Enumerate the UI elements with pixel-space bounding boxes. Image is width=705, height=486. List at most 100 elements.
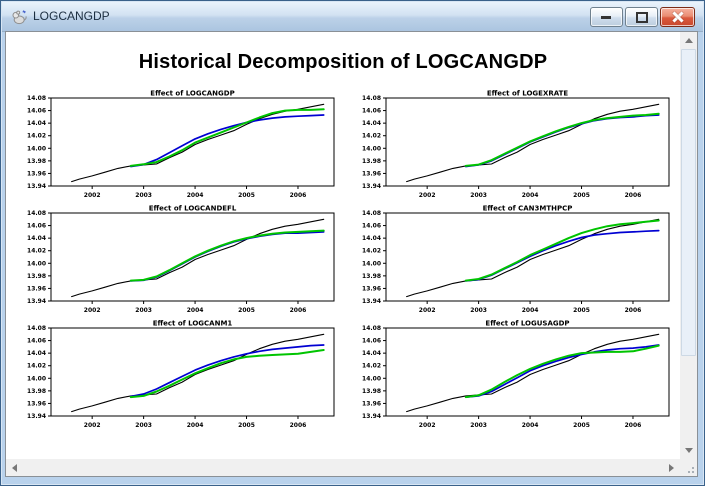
- svg-text:13.96: 13.96: [27, 285, 46, 292]
- svg-text:13.98: 13.98: [362, 158, 381, 165]
- svg-text:2006: 2006: [625, 307, 642, 313]
- svg-text:14.06: 14.06: [362, 338, 381, 345]
- chart-canvas-logcandefl: Effect of LOGCANDEFL 13.94 13.96 13.98 14.00…: [27, 205, 335, 313]
- scroll-right-icon: [669, 463, 674, 472]
- vertical-scrollbar[interactable]: [680, 32, 697, 459]
- restore-button[interactable]: [625, 7, 658, 27]
- scroll-down-button[interactable]: [680, 442, 697, 459]
- svg-text:14.08: 14.08: [27, 325, 46, 332]
- svg-text:Effect of LOGCANGDP: Effect of LOGCANGDP: [150, 90, 234, 98]
- scroll-down-icon: [684, 448, 693, 453]
- svg-text:14.02: 14.02: [27, 363, 46, 370]
- window-title: LOGCANGDP: [33, 9, 110, 23]
- client-area: Historical Decomposition of LOGCANGDP Ef…: [5, 31, 698, 477]
- svg-text:2004: 2004: [187, 422, 204, 428]
- svg-text:Effect of LOGCANDEFL: Effect of LOGCANDEFL: [149, 205, 237, 213]
- svg-text:13.94: 13.94: [27, 183, 46, 190]
- svg-text:Effect of LOGEXRATE: Effect of LOGEXRATE: [487, 90, 569, 98]
- svg-text:14.04: 14.04: [362, 350, 381, 357]
- svg-text:2003: 2003: [470, 192, 487, 198]
- svg-text:13.94: 13.94: [362, 183, 381, 190]
- scroll-left-button[interactable]: [6, 459, 23, 476]
- svg-text:2004: 2004: [522, 422, 539, 428]
- chart-effect-can3mthpcp: Effect of CAN3MTHPCP 13.94 13.96 13.98 14.00…: [354, 204, 674, 313]
- svg-text:2002: 2002: [84, 307, 101, 313]
- scroll-right-button[interactable]: [663, 459, 680, 476]
- svg-text:2002: 2002: [84, 192, 101, 198]
- svg-text:Effect of CAN3MTHPCP: Effect of CAN3MTHPCP: [483, 205, 573, 213]
- minimize-button[interactable]: [590, 7, 623, 27]
- svg-text:14.02: 14.02: [27, 248, 46, 255]
- resize-grip[interactable]: [680, 459, 697, 476]
- svg-text:14.04: 14.04: [27, 350, 46, 357]
- svg-text:13.98: 13.98: [27, 388, 46, 395]
- svg-text:13.96: 13.96: [362, 400, 381, 407]
- svg-text:Effect of LOGUSAGDP: Effect of LOGUSAGDP: [485, 320, 569, 328]
- svg-text:13.94: 13.94: [362, 413, 381, 420]
- svg-text:14.02: 14.02: [362, 248, 381, 255]
- chart-canvas-logcanm1: Effect of LOGCANM1 13.94 13.96 13.98 14.00 14…: [27, 320, 335, 428]
- svg-text:13.98: 13.98: [362, 273, 381, 280]
- svg-text:14.04: 14.04: [27, 120, 46, 127]
- svg-text:14.06: 14.06: [27, 108, 46, 115]
- svg-text:13.96: 13.96: [27, 170, 46, 177]
- minimize-icon: [601, 16, 611, 19]
- svg-text:14.08: 14.08: [27, 210, 46, 217]
- svg-text:2006: 2006: [290, 422, 307, 428]
- svg-text:13.96: 13.96: [362, 170, 381, 177]
- svg-text:2003: 2003: [470, 307, 487, 313]
- chart-effect-logcangdp: Effect of LOGCANGDP 13.94 13.96 13.98 14.00 1…: [19, 89, 339, 198]
- svg-text:2005: 2005: [573, 192, 590, 198]
- resize-grip-icon: [688, 467, 694, 473]
- svg-text:14.02: 14.02: [362, 133, 381, 140]
- scroll-up-button[interactable]: [680, 32, 697, 49]
- svg-text:14.06: 14.06: [362, 223, 381, 230]
- svg-text:14.06: 14.06: [362, 108, 381, 115]
- svg-text:13.96: 13.96: [27, 400, 46, 407]
- page-title: Historical Decomposition of LOGCANGDP: [138, 51, 548, 73]
- vertical-scroll-thumb[interactable]: [681, 49, 696, 356]
- svg-text:14.04: 14.04: [27, 235, 46, 242]
- svg-text:2002: 2002: [84, 422, 101, 428]
- title-bar[interactable]: LOGCANGDP: [2, 2, 703, 32]
- svg-text:2002: 2002: [419, 192, 436, 198]
- svg-text:14.08: 14.08: [362, 210, 381, 217]
- svg-text:14.08: 14.08: [362, 325, 381, 332]
- svg-text:13.98: 13.98: [362, 388, 381, 395]
- horizontal-scrollbar[interactable]: [6, 459, 680, 476]
- svg-text:13.94: 13.94: [27, 298, 46, 305]
- svg-text:13.94: 13.94: [27, 413, 46, 420]
- chart-effect-logcanm1: Effect of LOGCANM1 13.94 13.96 13.98 14.00 14…: [19, 319, 339, 428]
- svg-text:14.08: 14.08: [362, 95, 381, 102]
- svg-text:14.04: 14.04: [362, 120, 381, 127]
- svg-text:2002: 2002: [419, 422, 436, 428]
- svg-text:Effect of LOGCANM1: Effect of LOGCANM1: [153, 320, 233, 328]
- svg-text:2006: 2006: [290, 307, 307, 313]
- svg-text:14.06: 14.06: [27, 223, 46, 230]
- svg-text:2006: 2006: [625, 422, 642, 428]
- chart-effect-logusagdp: Effect of LOGUSAGDP 13.94 13.96 13.98 14.00 1…: [354, 319, 674, 428]
- svg-text:2004: 2004: [187, 192, 204, 198]
- svg-text:14.02: 14.02: [362, 363, 381, 370]
- svg-text:2004: 2004: [522, 192, 539, 198]
- close-button[interactable]: [660, 7, 695, 27]
- svg-text:13.94: 13.94: [362, 298, 381, 305]
- svg-text:2005: 2005: [573, 422, 590, 428]
- svg-text:14.04: 14.04: [362, 235, 381, 242]
- chart-canvas-logusagdp: Effect of LOGUSAGDP 13.94 13.96 13.98 14.00 1…: [362, 320, 670, 428]
- svg-text:13.98: 13.98: [27, 273, 46, 280]
- svg-text:2005: 2005: [573, 307, 590, 313]
- svg-text:2004: 2004: [522, 307, 539, 313]
- graph-page: Historical Decomposition of LOGCANGDP Ef…: [6, 32, 680, 459]
- chart-canvas-can3mthpcp: Effect of CAN3MTHPCP 13.94 13.96 13.98 14.00…: [362, 205, 670, 313]
- svg-text:13.98: 13.98: [27, 158, 46, 165]
- svg-text:2002: 2002: [419, 307, 436, 313]
- svg-text:14.00: 14.00: [27, 260, 46, 267]
- svg-text:14.00: 14.00: [27, 375, 46, 382]
- scroll-up-icon: [684, 38, 693, 43]
- svg-text:2005: 2005: [238, 307, 255, 313]
- svg-text:2003: 2003: [135, 192, 152, 198]
- chart-canvas-logexrate: Effect of LOGEXRATE 13.94 13.96 13.98 14.00 1…: [362, 90, 670, 198]
- restore-icon: [636, 12, 648, 23]
